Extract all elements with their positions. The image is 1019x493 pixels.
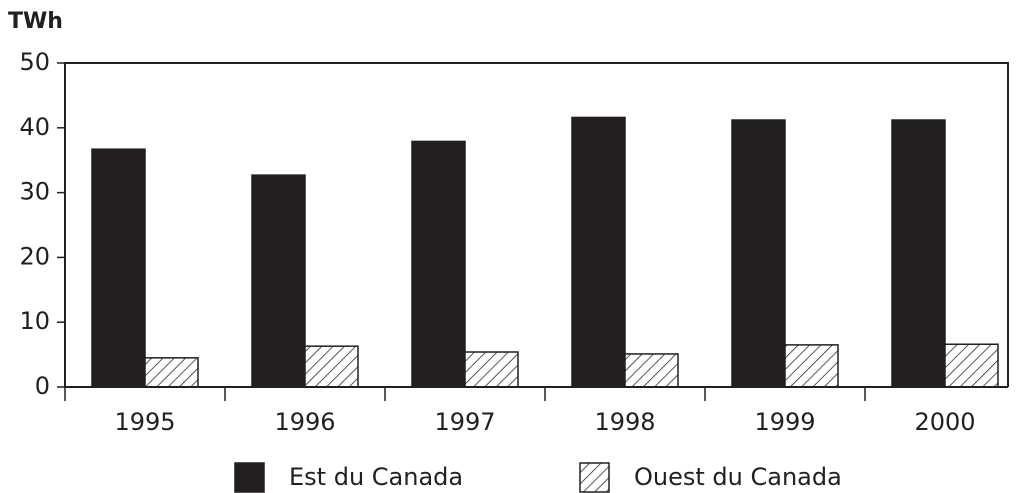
y-tick-label: 0 <box>35 372 50 400</box>
y-tick-label: 10 <box>19 307 50 335</box>
x-tick-label: 1997 <box>434 408 495 436</box>
bar <box>144 357 199 388</box>
x-tick-label: 1998 <box>594 408 655 436</box>
legend-swatch <box>234 462 265 493</box>
y-axis-label: TWh <box>8 9 63 34</box>
bar <box>251 174 306 388</box>
bar <box>731 119 786 388</box>
bar <box>944 343 999 388</box>
y-tick-label: 20 <box>19 242 50 270</box>
legend-label: Est du Canada <box>289 463 463 491</box>
bar <box>624 353 679 388</box>
x-tick-label: 1996 <box>274 408 335 436</box>
bar <box>784 344 839 388</box>
y-tick-label: 30 <box>19 178 50 206</box>
bar <box>891 119 946 388</box>
bar <box>571 116 626 388</box>
bar <box>304 345 359 388</box>
y-tick-label: 40 <box>19 113 50 141</box>
bar <box>464 351 519 388</box>
y-tick-label: 50 <box>19 48 50 76</box>
x-tick-label: 2000 <box>914 408 975 436</box>
x-tick-label: 1999 <box>754 408 815 436</box>
bar <box>411 140 466 388</box>
x-tick-label: 1995 <box>114 408 175 436</box>
legend-label: Ouest du Canada <box>634 463 842 491</box>
legend-swatch <box>579 462 610 493</box>
bar <box>91 148 146 388</box>
plot-frame <box>64 62 1009 387</box>
